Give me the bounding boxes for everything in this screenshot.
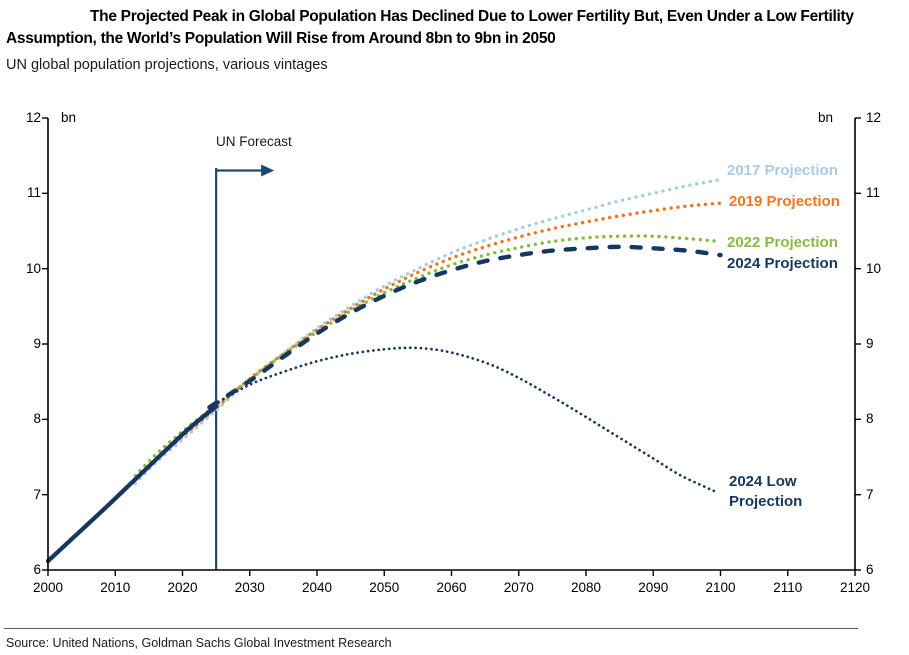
x-tick-label-2120: 2120 <box>839 580 871 595</box>
series-label-2019-projection: 2019 Projection <box>729 193 840 210</box>
y-tick-label-left-6: 6 <box>33 562 41 577</box>
x-tick-label-2060: 2060 <box>436 580 467 595</box>
un-forecast-annotation: UN Forecast <box>216 134 292 149</box>
x-tick-label-2090: 2090 <box>638 580 669 595</box>
y-tick-label-left-10: 10 <box>25 260 41 276</box>
x-tick-label-2010: 2010 <box>100 580 131 595</box>
y-tick-label-right-6: 6 <box>866 562 874 577</box>
chart-title: The Projected Peak in Global Population … <box>6 8 854 47</box>
x-tick-label-2100: 2100 <box>705 580 736 595</box>
y-tick-label-right-11: 11 <box>866 185 881 201</box>
y-tick-label-left-9: 9 <box>33 336 41 351</box>
series-line-2019-projection <box>133 201 723 482</box>
source-note: Source: United Nations, Goldman Sachs Gl… <box>6 636 392 650</box>
series-label-2024-low-projection: 2024 Low Projection <box>729 473 803 510</box>
x-tick-label-2040: 2040 <box>301 580 333 595</box>
series-line-2017-projection <box>133 178 723 486</box>
y-tick-label-left-7: 7 <box>33 486 41 502</box>
chart-subtitle: UN global population projections, variou… <box>6 57 328 73</box>
x-tick-label-2000: 2000 <box>32 580 64 595</box>
y-tick-label-right-7: 7 <box>866 486 874 502</box>
x-tick-label-2080: 2080 <box>570 580 602 595</box>
series-label-2017-projection: 2017 Projection <box>727 162 838 179</box>
x-tick-label-2030: 2030 <box>234 580 265 595</box>
y-tick-label-right-9: 9 <box>866 336 874 351</box>
series-line-2024-low-projection <box>208 346 716 493</box>
y-tick-label-left-11: 11 <box>26 185 41 201</box>
series-line-2024-projection <box>207 244 723 410</box>
x-tick-label-2050: 2050 <box>369 580 400 595</box>
y-tick-label-right-12: 12 <box>866 110 882 125</box>
footer-divider <box>4 628 858 629</box>
y-tick-label-right-10: 10 <box>866 260 882 276</box>
y-tick-label-right-8: 8 <box>866 411 874 427</box>
y-axis-unit-left: bn <box>61 110 77 125</box>
x-tick-label-2110: 2110 <box>773 580 803 595</box>
series-line-historical-population <box>45 404 219 564</box>
x-tick-label-2020: 2020 <box>167 580 198 595</box>
x-tick-label-2070: 2070 <box>503 580 534 595</box>
series-label-2022-projection: 2022 Projection <box>727 234 838 251</box>
y-tick-label-left-8: 8 <box>33 411 41 427</box>
y-axis-unit-right: bn <box>818 110 834 125</box>
series-line-2022-projection <box>133 234 723 478</box>
y-tick-label-left-12: 12 <box>25 110 41 125</box>
series-label-2024-projection: 2024 Projection <box>727 255 838 272</box>
forecast-arrow-head-icon <box>261 164 275 177</box>
